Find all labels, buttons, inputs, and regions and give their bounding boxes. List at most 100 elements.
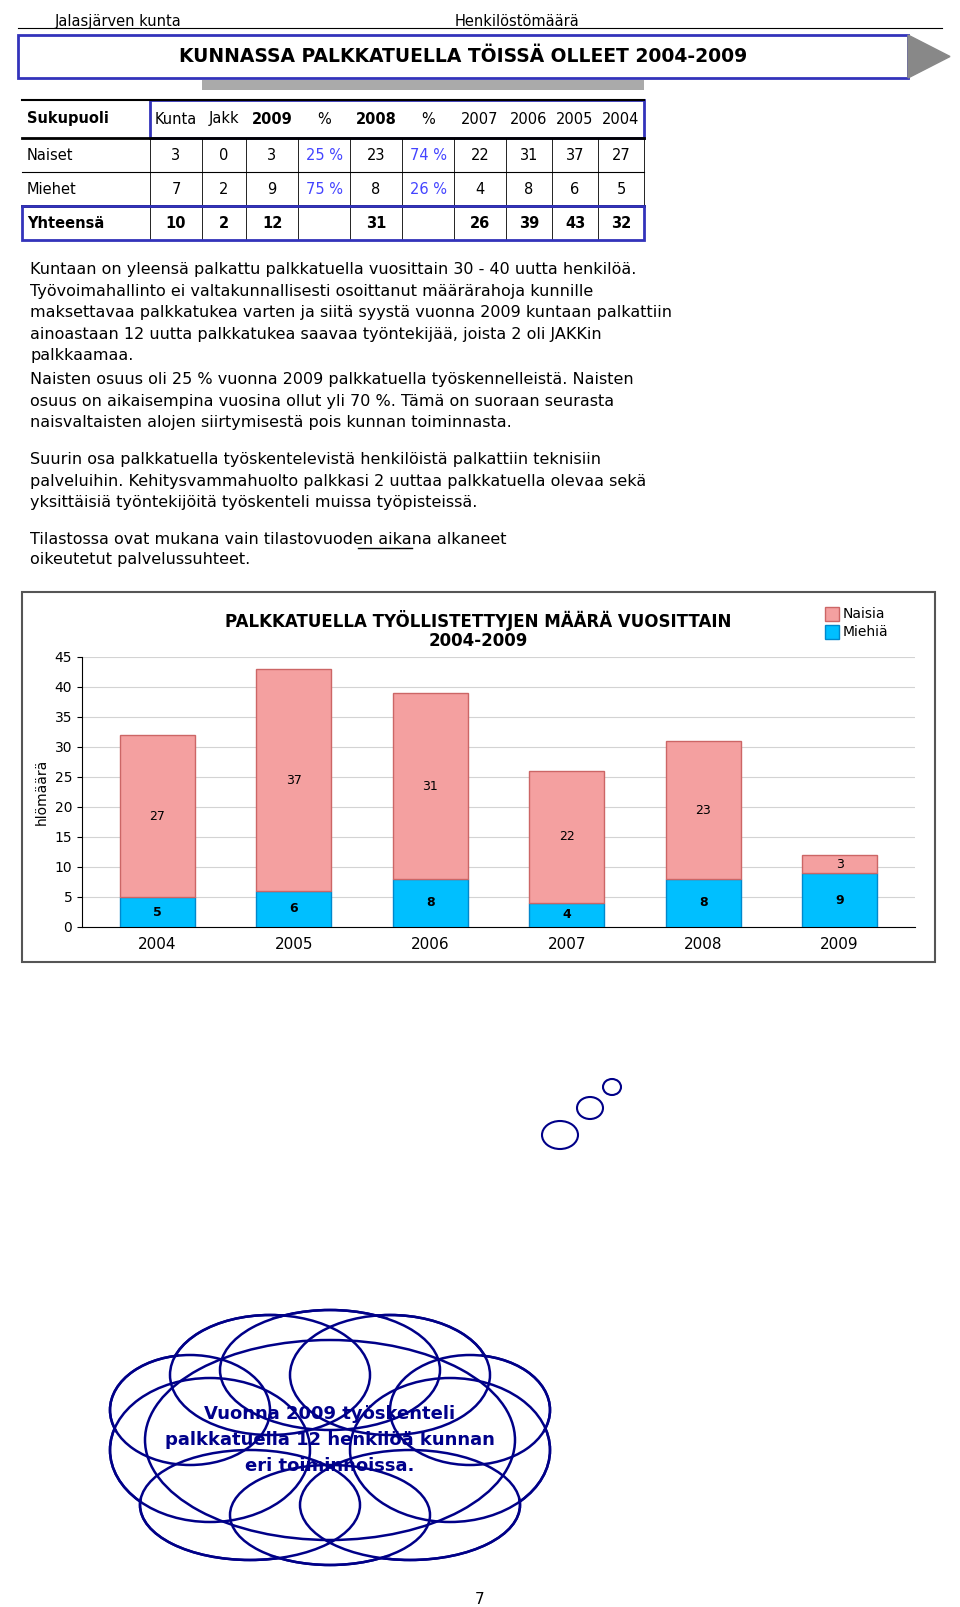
Text: KUNNASSA PALKKATUELLA TÖISSÄ OLLEET 2004-2009: KUNNASSA PALKKATUELLA TÖISSÄ OLLEET 2004… (179, 47, 747, 66)
Bar (256, 669, 331, 890)
Bar (393, 879, 468, 927)
Text: 7: 7 (171, 182, 180, 196)
Bar (120, 734, 195, 897)
Text: 5: 5 (616, 182, 626, 196)
Bar (120, 897, 195, 927)
Ellipse shape (110, 1377, 310, 1522)
Bar (665, 879, 741, 927)
Ellipse shape (113, 1358, 267, 1462)
Text: 74 %: 74 % (410, 148, 446, 162)
Text: 2009: 2009 (252, 111, 293, 127)
Bar (150, 100, 644, 138)
Ellipse shape (220, 1310, 440, 1430)
Text: 6: 6 (570, 182, 580, 196)
Text: 4: 4 (563, 908, 571, 921)
Text: 8: 8 (699, 897, 708, 910)
Y-axis label: hlömäärä: hlömäärä (36, 759, 49, 824)
Bar (256, 890, 331, 927)
Text: 31: 31 (519, 148, 539, 162)
Text: 3: 3 (835, 858, 844, 871)
Text: 39: 39 (518, 215, 540, 230)
Ellipse shape (233, 1469, 427, 1562)
Text: 22: 22 (559, 831, 575, 844)
Text: 26: 26 (469, 215, 491, 230)
Text: Vuonna 2009 työskenteli
palkkatuella 12 henkilöä kunnan
eri toiminnoissa.: Vuonna 2009 työskenteli palkkatuella 12 … (165, 1405, 495, 1475)
Text: 26 %: 26 % (410, 182, 446, 196)
Text: 2: 2 (219, 215, 229, 230)
Bar (803, 873, 877, 927)
Ellipse shape (603, 1078, 621, 1094)
Text: Miehiä: Miehiä (843, 625, 889, 640)
Bar (350, 80, 454, 90)
Text: Jakk: Jakk (208, 111, 239, 127)
Ellipse shape (577, 1098, 603, 1118)
Text: Miehet: Miehet (27, 182, 77, 196)
Ellipse shape (110, 1355, 270, 1466)
Ellipse shape (113, 1380, 307, 1519)
Bar (454, 80, 644, 90)
Ellipse shape (170, 1315, 370, 1435)
Text: 32: 32 (611, 215, 631, 230)
Ellipse shape (393, 1358, 547, 1462)
Ellipse shape (300, 1450, 520, 1560)
Text: 75 %: 75 % (305, 182, 343, 196)
Ellipse shape (390, 1355, 550, 1466)
Text: 2005: 2005 (556, 111, 593, 127)
Bar (529, 771, 604, 903)
Bar (202, 80, 350, 90)
Text: Naiset: Naiset (27, 148, 74, 162)
Text: 9: 9 (835, 893, 844, 906)
Bar (665, 741, 741, 879)
Text: 6: 6 (290, 903, 299, 916)
Bar (825, 607, 839, 620)
Text: 3: 3 (172, 148, 180, 162)
Bar (803, 855, 877, 873)
Text: 23: 23 (367, 148, 385, 162)
Text: Naisten osuus oli 25 % vuonna 2009 palkkatuella työskennelleistä. Naisten
osuus : Naisten osuus oli 25 % vuonna 2009 palkk… (30, 371, 634, 431)
Text: 25 %: 25 % (305, 148, 343, 162)
Text: 23: 23 (695, 804, 711, 816)
Text: Sukupuoli: Sukupuoli (27, 111, 108, 127)
Text: Kuntaan on yleensä palkattu palkkatuella vuosittain 30 - 40 uutta henkilöä.
Työv: Kuntaan on yleensä palkattu palkkatuella… (30, 262, 672, 363)
Text: Tilastossa ovat mukana vain tilastovuoden aikana alkaneet: Tilastossa ovat mukana vain tilastovuode… (30, 532, 507, 546)
Text: 37: 37 (286, 773, 301, 786)
Text: %: % (421, 111, 435, 127)
Text: 5: 5 (153, 905, 162, 919)
Text: 8: 8 (524, 182, 534, 196)
Text: 31: 31 (366, 215, 386, 230)
Text: 9: 9 (268, 182, 276, 196)
Ellipse shape (350, 1377, 550, 1522)
Ellipse shape (290, 1315, 490, 1435)
Text: 3: 3 (268, 148, 276, 162)
Ellipse shape (353, 1380, 547, 1519)
Text: Suurin osa palkkatuella työskentelevistä henkilöistä palkattiin teknisiin
palvel: Suurin osa palkkatuella työskentelevistä… (30, 452, 646, 509)
Text: Henkilöstömäärä: Henkilöstömäärä (455, 14, 580, 29)
Text: 2004: 2004 (602, 111, 639, 127)
Text: 27: 27 (150, 810, 165, 823)
Text: 8: 8 (372, 182, 380, 196)
Text: Jalasjärven kunta: Jalasjärven kunta (55, 14, 181, 29)
Text: Kunta: Kunta (155, 111, 197, 127)
Text: 8: 8 (426, 897, 435, 910)
Ellipse shape (542, 1122, 578, 1149)
Text: 2: 2 (219, 182, 228, 196)
Text: Yhteensä: Yhteensä (27, 215, 105, 230)
Bar (22, 206, 644, 239)
Bar (529, 903, 604, 927)
Text: Naisia: Naisia (843, 607, 885, 620)
Ellipse shape (140, 1450, 360, 1560)
Text: PALKKATUELLA TYÖLLISTETTYJEN MÄÄRÄ VUOSITTAIN: PALKKATUELLA TYÖLLISTETTYJEN MÄÄRÄ VUOSI… (226, 611, 732, 632)
Text: 2006: 2006 (511, 111, 548, 127)
Ellipse shape (230, 1466, 430, 1565)
Ellipse shape (303, 1453, 517, 1557)
Text: 12: 12 (262, 215, 282, 230)
Text: 43: 43 (564, 215, 586, 230)
Bar (393, 693, 468, 879)
Ellipse shape (293, 1318, 487, 1432)
Text: 22: 22 (470, 148, 490, 162)
Text: 31: 31 (422, 779, 438, 792)
Ellipse shape (145, 1340, 515, 1540)
Bar (18, 35, 908, 79)
Ellipse shape (143, 1453, 357, 1557)
Text: 27: 27 (612, 148, 631, 162)
